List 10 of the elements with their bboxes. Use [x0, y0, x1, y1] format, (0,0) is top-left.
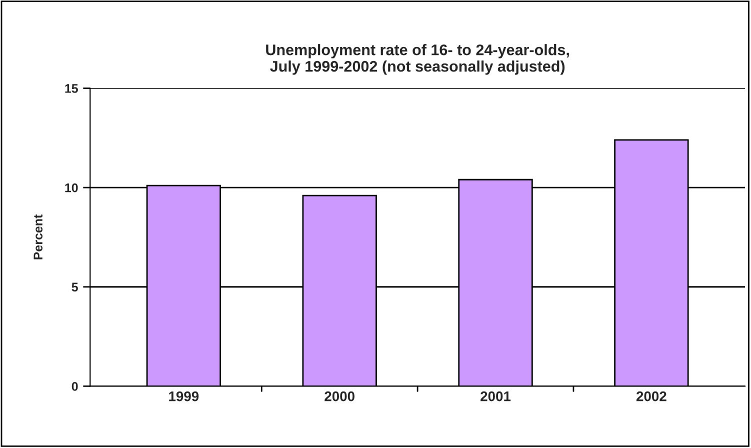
y-tick-label: 5 — [72, 282, 78, 292]
x-tick-label: 1999 — [169, 391, 199, 402]
y-tick-label: 10 — [65, 183, 78, 192]
x-tick-label: 2000 — [324, 391, 354, 402]
x-tick-label: 2001 — [480, 391, 511, 402]
x-tick-label: 2002 — [636, 391, 666, 402]
y-tick-label: 0 — [72, 382, 78, 391]
chart-title: Unemployment rate of 16- to 24-year-olds, July 1999-2002 (not seasonally adjusted) — [266, 44, 569, 75]
y-tick-label: 15 — [65, 84, 78, 93]
y-axis-title: Percent — [34, 214, 42, 260]
